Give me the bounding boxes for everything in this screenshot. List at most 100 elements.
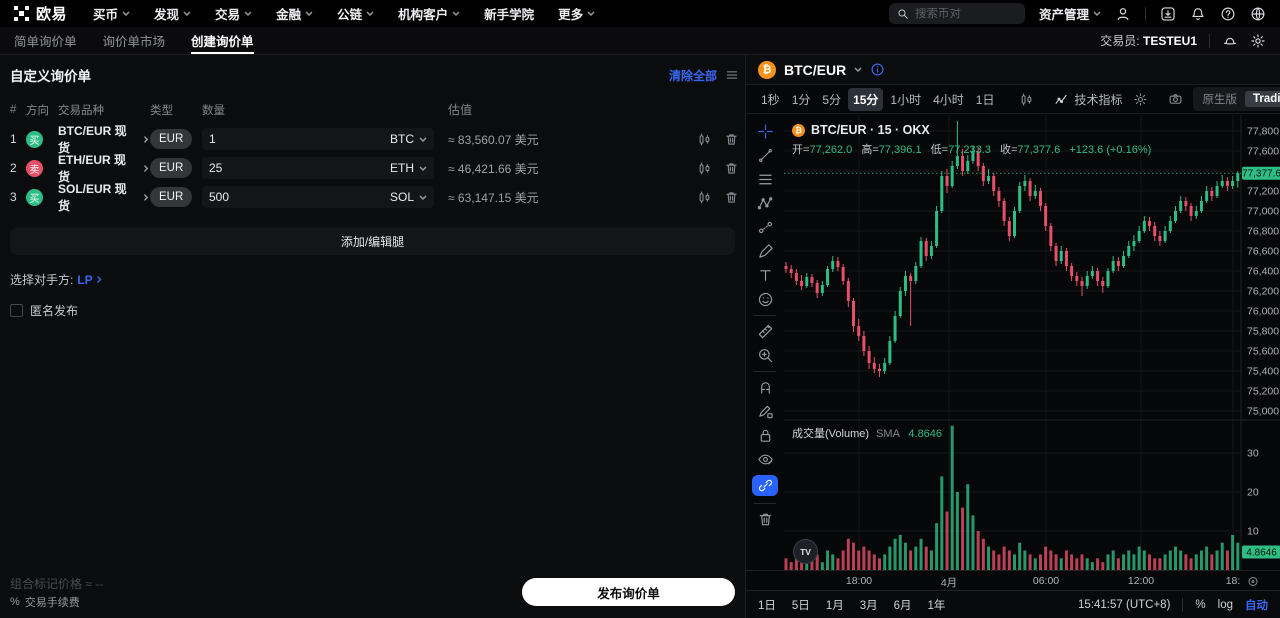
- timeframe-4小时[interactable]: 4小时: [933, 92, 964, 107]
- add-edit-leg-button[interactable]: 添加/编辑腿: [10, 227, 735, 255]
- fee-row: % 交易手续费: [10, 594, 80, 610]
- remove-drawings-trash-icon[interactable]: [752, 511, 778, 528]
- menu-机构客户[interactable]: 机构客户: [398, 4, 460, 23]
- forecast-tool-icon[interactable]: [752, 219, 778, 236]
- time-axis[interactable]: 18:00 4月 06:00 12:00 18:: [746, 570, 1280, 590]
- tab-创建询价单[interactable]: 创建询价单: [191, 27, 254, 54]
- menu-交易[interactable]: 交易: [215, 4, 252, 23]
- timeframe-1小时[interactable]: 1小时: [890, 92, 922, 107]
- lock-all-tool-icon[interactable]: [752, 427, 778, 444]
- view-candles-icon[interactable]: [697, 132, 712, 147]
- tab-询价单市场[interactable]: 询价单市场: [102, 35, 166, 49]
- zoom-in-tool-icon[interactable]: [752, 347, 778, 364]
- timeframe-1日[interactable]: 1日: [975, 92, 995, 107]
- unit-selector[interactable]: BTC: [390, 132, 427, 146]
- clock[interactable]: 15:41:57 (UTC+8): [1078, 598, 1171, 611]
- download-app-icon[interactable]: [1160, 6, 1176, 22]
- range-3月[interactable]: 3月: [859, 599, 878, 612]
- type-pill[interactable]: EUR: [150, 158, 193, 178]
- hide-drawings-tool-icon[interactable]: [752, 451, 778, 468]
- chevron-down-icon: [419, 195, 427, 200]
- range-1日[interactable]: 1日: [758, 599, 776, 612]
- okx-logo[interactable]: 欧易: [14, 3, 67, 24]
- instrument-selector[interactable]: SOL/EUR 现货: [58, 180, 150, 214]
- menu-更多[interactable]: 更多: [558, 4, 595, 23]
- percent-scale-button[interactable]: %: [1195, 598, 1206, 611]
- settings-gear-icon[interactable]: [1250, 33, 1266, 49]
- assets-menu[interactable]: 资产管理: [1039, 4, 1101, 23]
- menu-金融[interactable]: 金融: [276, 4, 313, 23]
- tradingview-tab[interactable]: TradingView: [1245, 91, 1280, 107]
- amount-input[interactable]: 1 BTC: [202, 128, 434, 150]
- view-candles-icon[interactable]: [697, 190, 712, 205]
- panel-menu-icon[interactable]: [725, 68, 739, 82]
- sync-link-tool-icon[interactable]: [752, 475, 778, 496]
- view-candles-icon[interactable]: [697, 161, 712, 176]
- symbol-selector[interactable]: BTC/EUR: [784, 61, 847, 78]
- range-1年[interactable]: 1年: [927, 599, 946, 612]
- draw-lock-tool-icon[interactable]: [752, 403, 778, 420]
- anonymous-checkbox[interactable]: [10, 304, 23, 317]
- timeframe-15分[interactable]: 15分: [848, 87, 884, 111]
- menu-新手学院[interactable]: 新手学院: [484, 8, 535, 22]
- instrument-selector[interactable]: ETH/EUR 现货: [58, 151, 150, 185]
- type-pill[interactable]: EUR: [150, 129, 193, 149]
- anonymous-row: 匿名发布: [10, 302, 735, 319]
- log-scale-button[interactable]: log: [1217, 598, 1233, 611]
- magnet-tool-icon[interactable]: [752, 379, 778, 396]
- info-icon[interactable]: [870, 62, 885, 77]
- menu-买币[interactable]: 买币: [93, 4, 130, 23]
- delete-leg-trash-icon[interactable]: [724, 161, 739, 176]
- trader-hat-icon[interactable]: [1222, 33, 1238, 49]
- trendline-tool-icon[interactable]: [752, 147, 778, 164]
- candlestick-chart[interactable]: 77,800.077,600.077,400.077,200.077,000.0…: [746, 115, 1280, 570]
- col-amount: 数量: [202, 104, 225, 117]
- publish-rfq-button[interactable]: 发布询价单: [522, 578, 735, 606]
- emoji-tool-icon[interactable]: [752, 291, 778, 308]
- leg-row: 2 卖 ETH/EUR 现货 EUR 25 ETH ≈ 46,421.66 美元: [0, 153, 745, 184]
- timeframe-5分[interactable]: 5分: [822, 92, 842, 107]
- xabcd-pattern-tool-icon[interactable]: [752, 195, 778, 212]
- scroll-to-realtime-icon[interactable]: [1247, 575, 1260, 588]
- chevron-down-icon[interactable]: [854, 67, 862, 72]
- range-1月[interactable]: 1月: [825, 599, 844, 612]
- native-version-tab[interactable]: 原生版: [1202, 94, 1238, 106]
- search-box[interactable]: [888, 3, 1025, 24]
- chart-body[interactable]: 77,800.077,600.077,400.077,200.077,000.0…: [746, 115, 1280, 618]
- user-icon[interactable]: [1115, 6, 1131, 22]
- chevron-right-icon: [144, 164, 149, 172]
- search-input[interactable]: [914, 7, 1017, 20]
- help-icon[interactable]: [1220, 6, 1236, 22]
- brush-tool-icon[interactable]: [752, 243, 778, 260]
- delete-leg-trash-icon[interactable]: [724, 132, 739, 147]
- crosshair-tool-icon[interactable]: [752, 123, 778, 140]
- language-globe-icon[interactable]: [1250, 6, 1266, 22]
- range-6月[interactable]: 6月: [893, 599, 912, 612]
- delete-leg-trash-icon[interactable]: [724, 190, 739, 205]
- amount-input[interactable]: 25 ETH: [202, 157, 434, 179]
- indicators-button[interactable]: 技术指标: [1054, 91, 1123, 108]
- menu-发现[interactable]: 发现: [154, 4, 191, 23]
- auto-scale-button[interactable]: 自动: [1245, 599, 1268, 612]
- counterparty-link[interactable]: LP: [77, 273, 102, 287]
- menu-公链[interactable]: 公链: [337, 4, 374, 23]
- unit-selector[interactable]: SOL: [390, 190, 427, 204]
- snapshot-camera-icon[interactable]: [1168, 92, 1183, 107]
- tab-简单询价单[interactable]: 简单询价单: [14, 35, 77, 49]
- amount-input[interactable]: 500 SOL: [202, 186, 434, 208]
- chart-settings-gear-icon[interactable]: [1133, 92, 1148, 107]
- type-pill[interactable]: EUR: [150, 187, 193, 207]
- clear-all-button[interactable]: 清除全部: [668, 68, 717, 83]
- text-tool-icon[interactable]: [752, 267, 778, 284]
- low-value: 77,233.3: [948, 144, 991, 156]
- chart-style-icon[interactable]: [1019, 92, 1034, 107]
- unit-selector[interactable]: ETH: [390, 161, 427, 175]
- timeframe-1分[interactable]: 1分: [791, 92, 811, 107]
- fib-lines-tool-icon[interactable]: [752, 171, 778, 188]
- timeframe-1秒[interactable]: 1秒: [761, 92, 780, 107]
- notifications-bell-icon[interactable]: [1190, 6, 1206, 22]
- instrument-selector[interactable]: BTC/EUR 现货: [58, 122, 150, 156]
- tradingview-logo[interactable]: TV: [793, 539, 818, 564]
- ruler-tool-icon[interactable]: [752, 323, 778, 340]
- range-5日[interactable]: 5日: [791, 599, 810, 612]
